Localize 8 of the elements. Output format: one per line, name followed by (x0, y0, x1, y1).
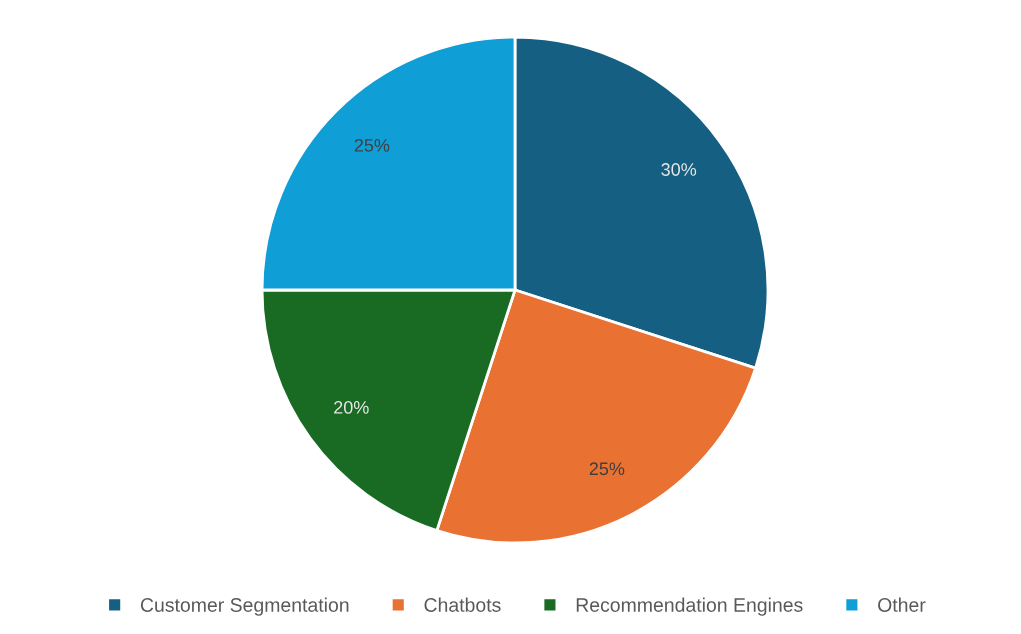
data-label: 20% (334, 401, 369, 414)
data-label: 25% (589, 462, 625, 476)
data-label: 30% (661, 163, 697, 176)
legend-label: Customer Segmentation (140, 597, 349, 616)
legend-label: Other (878, 597, 926, 612)
data-label: 25% (354, 138, 390, 152)
legend-label: Chatbots (424, 597, 501, 612)
legend-label: Recommendation Engines (576, 597, 803, 616)
